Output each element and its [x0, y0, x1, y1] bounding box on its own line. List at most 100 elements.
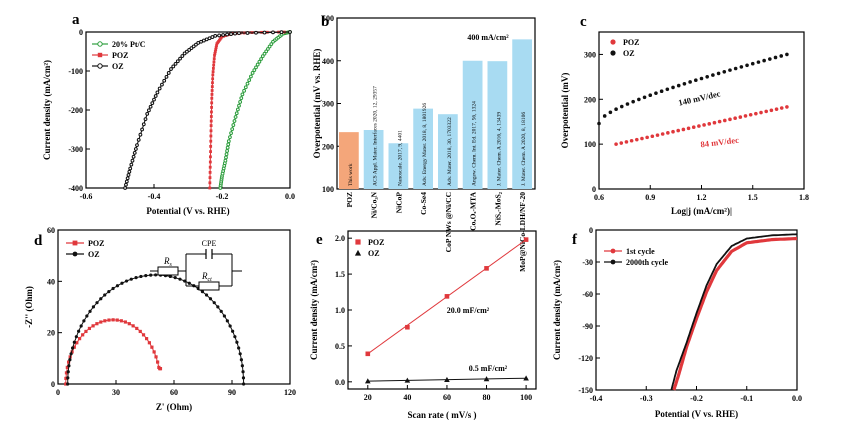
- data-point: [136, 138, 141, 142]
- x-tick-label: -0.4: [148, 192, 161, 201]
- x-tick-label: 100: [520, 393, 532, 402]
- data-point: [72, 340, 76, 344]
- data-point: [716, 71, 721, 76]
- data-point: [717, 119, 722, 124]
- data-point: [138, 132, 143, 137]
- data-point: [260, 54, 265, 59]
- data-point: [228, 324, 232, 328]
- data-point: [131, 154, 136, 159]
- y-tick-label: 100: [584, 140, 596, 149]
- x-tick-label: 30: [112, 388, 120, 397]
- data-point: [232, 119, 237, 123]
- data-point: [65, 365, 69, 369]
- data-point: [95, 301, 99, 305]
- y-tick-label: 40: [47, 277, 55, 286]
- data-point: [637, 97, 641, 102]
- data-point: [208, 160, 212, 164]
- y-tick-label: -120: [578, 354, 593, 363]
- data-point: [224, 34, 227, 38]
- data-point: [166, 71, 171, 75]
- y-tick-label: 100: [322, 185, 334, 194]
- data-point: [214, 46, 218, 49]
- data-point: [665, 87, 670, 92]
- data-point: [209, 150, 212, 153]
- data-point: [266, 47, 270, 51]
- x-tick-label: 40: [403, 393, 411, 402]
- data-point: [128, 166, 133, 171]
- slope-label: 0.5 mF/cm²: [469, 364, 508, 373]
- category-label: NiCoP: [394, 192, 403, 214]
- data-point: [212, 57, 216, 61]
- data-point: [237, 103, 241, 108]
- y-tick-label: -300: [68, 145, 83, 154]
- data-point: [364, 378, 371, 384]
- data-point: [135, 326, 139, 331]
- data-point: [125, 176, 130, 181]
- data-point: [271, 39, 275, 44]
- bar: [413, 108, 433, 189]
- panel-b: 100 200 300 400 500 Overpotential (mV vs. RHE…: [312, 14, 536, 272]
- data-point: [694, 78, 698, 83]
- rs-label: Rs: [163, 256, 173, 268]
- data-point: [111, 286, 115, 291]
- data-point: [226, 139, 231, 144]
- data-point: [71, 346, 75, 350]
- data-point: [209, 119, 213, 123]
- data-point: [214, 48, 218, 51]
- data-point: [484, 266, 489, 271]
- data-point: [85, 314, 89, 318]
- reference-label: J. Mater. Chem. A 2016, 4, 13439: [496, 112, 502, 186]
- panel-letter: c: [580, 14, 587, 30]
- data-point: [252, 68, 257, 73]
- data-point: [404, 377, 411, 383]
- data-point: [642, 95, 647, 100]
- data-point: [154, 273, 158, 277]
- data-point: [154, 355, 158, 359]
- panel-letter: b: [321, 14, 329, 30]
- data-point: [225, 32, 230, 37]
- data-point: [249, 74, 253, 79]
- legend-label: OZ: [88, 250, 100, 259]
- data-point: [733, 66, 738, 71]
- data-point: [219, 309, 223, 313]
- data-point: [738, 115, 743, 119]
- data-point: [208, 181, 212, 185]
- data-point: [99, 297, 103, 301]
- data-point: [645, 135, 649, 140]
- data-point: [629, 138, 634, 143]
- data-point: [103, 293, 107, 297]
- slope-label: 140 mV/dec: [677, 88, 721, 107]
- data-point: [597, 121, 601, 126]
- data-point: [209, 134, 213, 138]
- data-point: [660, 132, 665, 136]
- y-tick-label: 0: [51, 380, 55, 389]
- x-axis-label: Potential (V vs. RHE): [146, 206, 229, 216]
- data-point: [107, 290, 111, 294]
- data-point: [149, 273, 153, 277]
- data-point: [84, 329, 88, 334]
- category-label: POZ: [345, 192, 354, 207]
- data-point: [169, 67, 173, 71]
- data-point: [180, 54, 185, 58]
- data-point: [210, 101, 214, 105]
- legend-label: 2000th cycle: [626, 258, 668, 267]
- series-line: [67, 274, 245, 385]
- legend-label: OZ: [368, 249, 380, 258]
- data-point: [91, 324, 95, 328]
- data-point: [127, 169, 132, 174]
- y-axis-label: -Z'' (Ohm): [24, 286, 34, 328]
- y-tick-label: 200: [322, 142, 334, 151]
- reference-label: This work: [348, 163, 354, 186]
- y-tick-label: -90: [582, 322, 593, 331]
- data-point: [64, 382, 68, 386]
- data-point: [264, 49, 269, 54]
- data-point: [728, 68, 732, 72]
- data-point: [150, 345, 154, 349]
- data-point: [134, 276, 138, 280]
- reference-label: Adv. Mater. 2018, 30, 1703322: [447, 117, 453, 186]
- data-point: [405, 324, 410, 330]
- data-point: [66, 360, 71, 364]
- data-point: [697, 124, 701, 128]
- data-point: [132, 151, 137, 155]
- data-point: [123, 320, 127, 324]
